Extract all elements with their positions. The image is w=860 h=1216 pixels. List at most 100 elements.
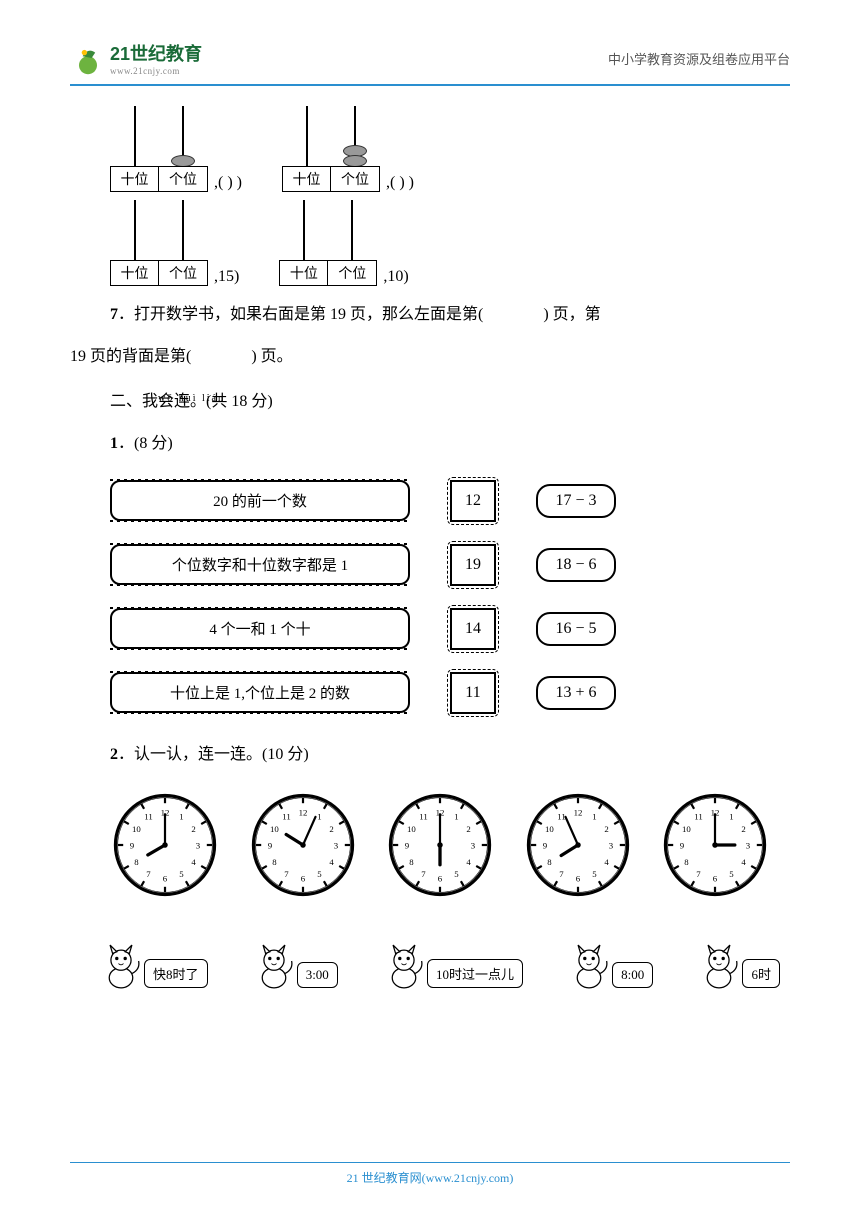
clock-icon: 123456789101112 — [523, 790, 633, 900]
cat-icon — [383, 940, 425, 990]
svg-text:2: 2 — [741, 824, 745, 834]
clocks-row: 123456789101112 123456789101112 12345678… — [110, 790, 770, 900]
match-row: 十位上是 1,个位上是 2 的数 11 13 + 6 — [110, 672, 790, 714]
blank — [483, 296, 543, 334]
abacus-item: 十位个位,( ) ) — [110, 106, 242, 192]
svg-text:6: 6 — [300, 873, 305, 883]
svg-text:12: 12 — [573, 807, 582, 817]
match-expression: 18 − 6 — [536, 548, 616, 582]
svg-text:10: 10 — [682, 824, 691, 834]
svg-text:6: 6 — [575, 873, 580, 883]
svg-text:8: 8 — [272, 857, 277, 867]
match-number: 12 — [450, 480, 496, 522]
svg-text:10: 10 — [270, 824, 279, 834]
svg-text:6: 6 — [163, 873, 168, 883]
svg-text:5: 5 — [729, 869, 734, 879]
svg-text:4: 4 — [191, 857, 196, 867]
svg-text:7: 7 — [559, 869, 564, 879]
svg-text:2: 2 — [329, 824, 333, 834]
abacus-section: 十位个位,( ) )十位个位,( ) )十位个位,15)十位个位,10) — [70, 106, 790, 286]
svg-text:8: 8 — [547, 857, 552, 867]
svg-text:4: 4 — [329, 857, 334, 867]
svg-text:2: 2 — [191, 824, 195, 834]
svg-text:4: 4 — [604, 857, 609, 867]
cat-icon — [253, 940, 295, 990]
q7-number: 7 — [110, 306, 118, 323]
matching-exercise: 20 的前一个数1217 − 3个位数字和十位数字都是 11918 − 64 个… — [110, 480, 790, 714]
svg-text:10: 10 — [545, 824, 554, 834]
svg-text:9: 9 — [130, 840, 135, 850]
svg-text:2: 2 — [466, 824, 470, 834]
question-2-2: 2．认一认，连一连。(10 分) — [110, 736, 790, 774]
clock-icon: 123456789101112 — [660, 790, 770, 900]
svg-text:11: 11 — [144, 812, 152, 822]
page-footer: 21 世纪教育网(www.21cnjy.com) — [70, 1162, 790, 1186]
cat-item: 8:00 — [568, 940, 653, 988]
cat-time-label: 8:00 — [612, 962, 653, 988]
match-expression: 13 + 6 — [536, 676, 616, 710]
logo-text: 21世纪教育 — [110, 40, 202, 66]
svg-text:3: 3 — [608, 840, 613, 850]
page-header: 21世纪教育 www.21cnjy.com 中小学教育资源及组卷应用平台 — [70, 40, 790, 86]
svg-text:3: 3 — [471, 840, 476, 850]
svg-text:7: 7 — [146, 869, 151, 879]
logo: 21世纪教育 www.21cnjy.com — [70, 40, 202, 76]
clock-icon: 123456789101112 — [110, 790, 220, 900]
clock-icon: 123456789101112 — [385, 790, 495, 900]
svg-text:6: 6 — [438, 873, 443, 883]
svg-text:1: 1 — [317, 812, 321, 822]
cat-item: 6时 — [698, 940, 780, 988]
clock-icon: 123456789101112 — [248, 790, 358, 900]
logo-icon — [70, 40, 106, 76]
svg-text:1: 1 — [592, 812, 596, 822]
clock: 123456789101112 — [385, 790, 495, 900]
match-number: 11 — [450, 672, 496, 714]
svg-text:9: 9 — [542, 840, 547, 850]
match-description: 20 的前一个数 — [110, 480, 410, 521]
match-number: 19 — [450, 544, 496, 586]
cat-time-label: 3:00 — [297, 962, 338, 988]
svg-text:10: 10 — [407, 824, 416, 834]
cat-time-label: 10时过一点儿 — [427, 959, 523, 988]
match-number: 14 — [450, 608, 496, 650]
cat-icon — [568, 940, 610, 990]
svg-text:8: 8 — [409, 857, 414, 867]
svg-text:2: 2 — [604, 824, 608, 834]
cat-labels-row: 快8时了 3:00 10时过一点儿 8:00 6时 — [100, 940, 780, 988]
clock: 123456789101112 — [110, 790, 220, 900]
match-row: 个位数字和十位数字都是 11918 − 6 — [110, 544, 790, 586]
abacus-item: 十位个位,( ) ) — [282, 106, 414, 192]
svg-text:7: 7 — [696, 869, 701, 879]
match-description: 十位上是 1,个位上是 2 的数 — [110, 672, 410, 713]
abacus-item: 十位个位,15) — [110, 200, 239, 286]
svg-text:7: 7 — [284, 869, 289, 879]
svg-text:3: 3 — [196, 840, 201, 850]
header-platform-text: 中小学教育资源及组卷应用平台 — [608, 49, 790, 68]
clock: 123456789101112 — [523, 790, 633, 900]
svg-text:9: 9 — [405, 840, 410, 850]
abacus-item: 十位个位,10) — [279, 200, 408, 286]
svg-text:3: 3 — [333, 840, 338, 850]
match-row: 20 的前一个数 12 17 − 3 — [110, 480, 790, 522]
clock: 123456789101112 — [660, 790, 770, 900]
question-7: 7．打开数学书，如果右面是第 19 页，那么左面是第( ) 页，第 19 页的背… — [110, 296, 790, 377]
svg-text:5: 5 — [454, 869, 459, 879]
cat-item: 10时过一点儿 — [383, 940, 523, 988]
svg-text:11: 11 — [419, 812, 427, 822]
match-expression: 17 − 3 — [536, 484, 616, 518]
cat-time-label: 6时 — [742, 959, 780, 988]
logo-url: www.21cnjy.com — [110, 66, 202, 76]
match-expression: 16 − 5 — [536, 612, 616, 646]
svg-text:5: 5 — [317, 869, 322, 879]
svg-text:4: 4 — [466, 857, 471, 867]
svg-text:1: 1 — [179, 812, 183, 822]
svg-text:9: 9 — [267, 840, 272, 850]
blank — [191, 338, 251, 376]
svg-text:5: 5 — [592, 869, 597, 879]
svg-text:10: 10 — [132, 824, 141, 834]
svg-text:3: 3 — [746, 840, 751, 850]
svg-text:12: 12 — [298, 807, 307, 817]
cat-item: 快8时了 — [100, 940, 208, 988]
svg-text:7: 7 — [421, 869, 426, 879]
svg-text:6: 6 — [713, 873, 718, 883]
